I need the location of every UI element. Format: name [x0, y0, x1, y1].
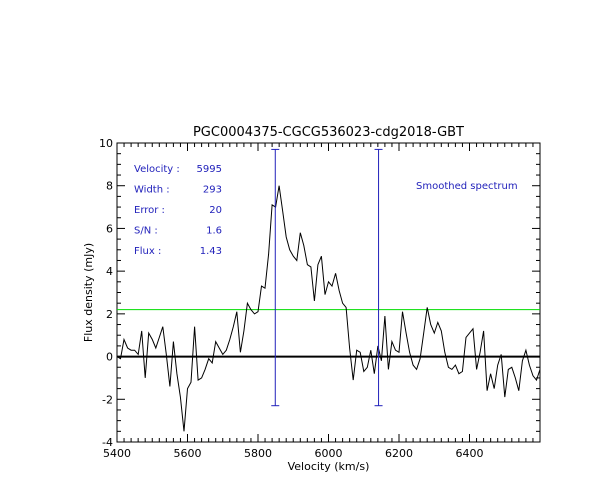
info-label: S/N : [134, 226, 158, 237]
x-axis-label: Velocity (km/s) [288, 460, 370, 473]
info-label: Error : [134, 205, 165, 216]
y-tick-label: 0 [106, 351, 113, 364]
spectrum-line [116, 185, 541, 432]
y-tick-label: 2 [106, 308, 113, 321]
x-tick-label: 5600 [174, 447, 202, 460]
x-tick-label: 5800 [244, 447, 272, 460]
info-value: 1.6 [206, 226, 222, 237]
x-tick-label: 6200 [385, 447, 413, 460]
info-label: Flux : [134, 246, 161, 257]
chart-title: PGC0004375-CGCG536023-cdg2018-GBT [193, 125, 464, 140]
y-tick-label: -2 [102, 393, 113, 406]
info-value: 20 [209, 205, 222, 216]
y-tick-label: 10 [99, 137, 113, 150]
y-tick-label: 6 [106, 222, 113, 235]
x-tick-label: 6000 [315, 447, 343, 460]
y-tick-label: -4 [102, 436, 113, 449]
info-label: Velocity : [134, 164, 180, 175]
info-value: 5995 [197, 164, 222, 175]
y-tick-label: 8 [106, 180, 113, 193]
x-tick-label: 6400 [456, 447, 484, 460]
smoothed-spectrum-label: Smoothed spectrum [416, 181, 518, 192]
x-tick-label: 5400 [103, 447, 131, 460]
y-axis-label: Flux density (mJy) [82, 243, 95, 342]
y-tick-label: 4 [106, 265, 113, 278]
info-value: 293 [203, 185, 222, 196]
info-label: Width : [134, 185, 170, 196]
info-value: 1.43 [200, 246, 222, 257]
